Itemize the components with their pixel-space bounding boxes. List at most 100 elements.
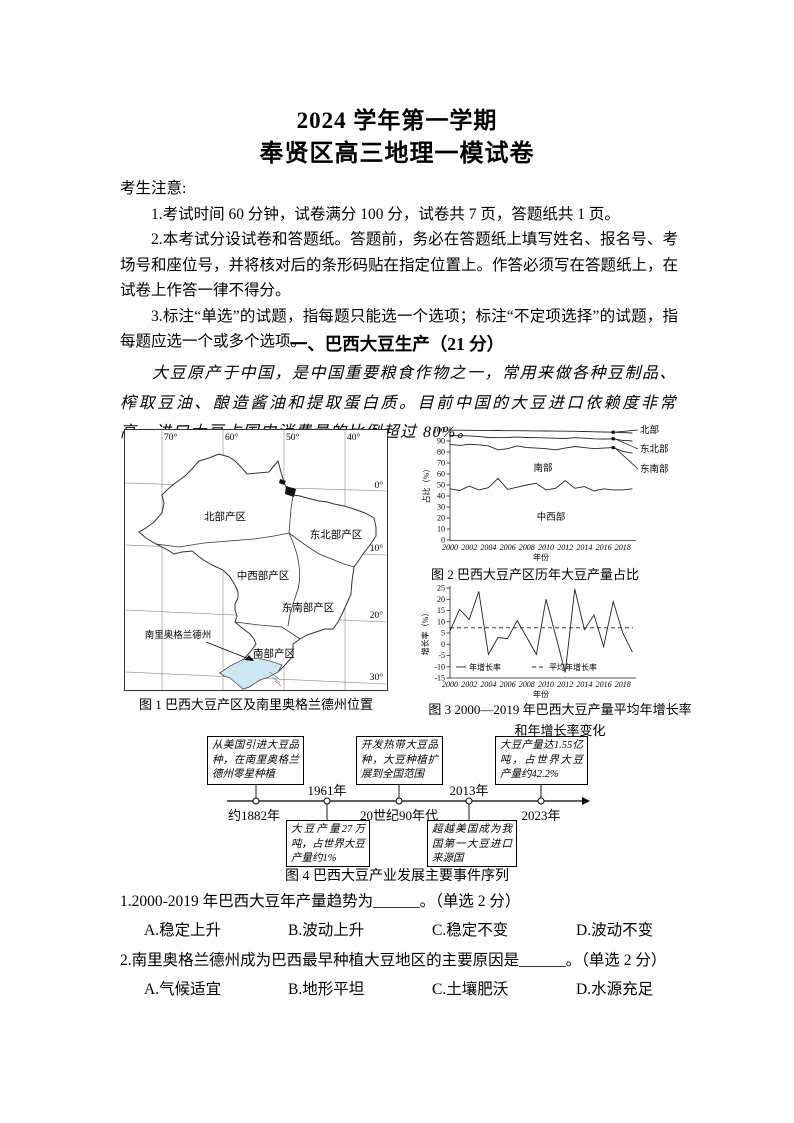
brazil-soybean-map: 70° 60° 50° 40° 0° 10° 20° 30° 北部产区 东北部产… bbox=[124, 429, 388, 691]
svg-text:5: 5 bbox=[441, 629, 445, 638]
svg-text:0: 0 bbox=[441, 640, 445, 649]
lon-label-40: 40° bbox=[347, 432, 361, 443]
svg-text:15: 15 bbox=[437, 606, 445, 615]
svg-text:10: 10 bbox=[437, 617, 445, 626]
svg-text:10: 10 bbox=[437, 525, 445, 534]
region-label-southeast: 东南部产区 bbox=[282, 601, 335, 614]
svg-text:60: 60 bbox=[437, 470, 445, 479]
lat-label-0: 0° bbox=[374, 480, 383, 491]
lon-label-50: 50° bbox=[286, 432, 300, 443]
svg-text:-5: -5 bbox=[438, 651, 445, 660]
figure3-caption: 图 3 2000—2019 年巴西大豆产量平均年增长率 和年增长率变化 bbox=[420, 699, 700, 741]
timeline-axis bbox=[227, 785, 590, 820]
svg-text:2018: 2018 bbox=[615, 680, 631, 689]
svg-text:25: 25 bbox=[437, 584, 445, 593]
svg-text:50: 50 bbox=[437, 481, 445, 490]
svg-text:2006: 2006 bbox=[500, 543, 516, 552]
svg-text:年份: 年份 bbox=[533, 689, 549, 699]
lon-label-70: 70° bbox=[164, 432, 178, 443]
lat-label-10: 10° bbox=[370, 543, 384, 554]
svg-text:30: 30 bbox=[437, 503, 445, 512]
timeline-event-2023: 大豆产量达1.55亿吨，占世界大豆产量约42.2% bbox=[495, 736, 588, 785]
question-1-option-c: C.稳定不变 bbox=[432, 922, 509, 939]
svg-text:中西部: 中西部 bbox=[537, 511, 566, 523]
svg-text:东北部: 东北部 bbox=[640, 443, 669, 455]
question-2-options: A.气候适宜 B.地形平坦 C.土壤肥沃 D.水源充足 bbox=[120, 979, 720, 1000]
svg-text:2014: 2014 bbox=[576, 680, 592, 689]
svg-text:20: 20 bbox=[437, 595, 445, 604]
svg-text:南部: 南部 bbox=[533, 462, 552, 474]
svg-text:2000: 2000 bbox=[442, 680, 458, 689]
svg-text:90: 90 bbox=[437, 437, 445, 446]
svg-text:2000: 2000 bbox=[442, 543, 458, 552]
svg-text:2006: 2006 bbox=[500, 680, 516, 689]
svg-text:增长率（%）: 增长率（%） bbox=[420, 609, 430, 656]
svg-text:2012: 2012 bbox=[557, 543, 573, 552]
candidate-notice: 考生注意: 1.考试时间 60 分钟，试卷满分 100 分，试卷共 7 页，答题… bbox=[120, 176, 678, 355]
timeline-figure: 从美国引进大豆品种，在南里奥格兰德州零星种植 开发热带大豆品种，大豆种植扩展到全… bbox=[170, 734, 640, 868]
region-label-northeast: 东北部产区 bbox=[310, 528, 363, 541]
state-annotation-label: 南里奥格兰德州 bbox=[145, 629, 212, 641]
figure2-caption: 图 2 巴西大豆产区历年大豆产量占比 bbox=[430, 567, 639, 582]
svg-text:2016: 2016 bbox=[596, 680, 612, 689]
timeline-year-2013: 2013年 bbox=[449, 783, 489, 798]
svg-text:2004: 2004 bbox=[480, 543, 496, 552]
lon-label-60: 60° bbox=[225, 432, 239, 443]
question-1-option-b: B.波动上升 bbox=[288, 922, 365, 939]
question-1: 1.2000-2019 年巴西大豆年产量趋势为______。（单选 2 分） A… bbox=[120, 891, 720, 941]
timeline-event-1961: 大豆产量27万吨，占世界大豆产量约1% bbox=[286, 820, 370, 867]
region-label-south: 南部产区 bbox=[253, 647, 295, 660]
svg-text:2010: 2010 bbox=[538, 680, 554, 689]
svg-text:年份: 年份 bbox=[533, 552, 549, 562]
svg-text:2008: 2008 bbox=[519, 680, 535, 689]
amazon-mouth-island bbox=[279, 479, 286, 485]
svg-text:平均年增长率: 平均年增长率 bbox=[549, 662, 597, 672]
figure1-caption: 图 1 巴西大豆产区及南里奥格兰德州位置 bbox=[138, 697, 373, 712]
intro-paragraph: 大豆原产于中国，是中国重要粮食作物之一，常用来做各种豆制品、榨取豆油、酿造酱油和… bbox=[120, 365, 678, 441]
question-2-option-b: B.地形平坦 bbox=[288, 981, 365, 998]
svg-text:80: 80 bbox=[437, 448, 445, 457]
marajo-island bbox=[285, 486, 296, 497]
question-1-option-a: A.稳定上升 bbox=[144, 922, 222, 939]
svg-text:2010: 2010 bbox=[538, 543, 554, 552]
svg-text:-10: -10 bbox=[434, 662, 445, 671]
notice-item-2: 2.本考试分设试卷和答题纸。答题前，务必在答题纸上填写姓名、报名号、考场号和座位… bbox=[120, 231, 679, 299]
svg-text:东南部: 东南部 bbox=[640, 463, 669, 475]
region-label-north: 北部产区 bbox=[204, 510, 246, 523]
region-boundaries bbox=[155, 494, 355, 640]
timeline-year-1961: 1961年 bbox=[307, 783, 347, 798]
notice-item-3: 3.标注“单选”的试题，指每题只能选一个选项；标注“不定项选择”的试题，指每题应… bbox=[120, 307, 678, 351]
timeline-event-1882: 从美国引进大豆品种，在南里奥格兰德州零星种植 bbox=[207, 736, 304, 785]
region-label-centralwest: 中西部产区 bbox=[237, 569, 290, 582]
lagoon-hatching bbox=[269, 671, 282, 687]
exam-subtitle: 奉贤区高三地理一模试卷 bbox=[259, 141, 535, 167]
timeline-year-1990s: 20世纪90年代 bbox=[359, 808, 438, 823]
page-title: 2024 学年第一学期 bbox=[296, 108, 498, 133]
svg-text:2012: 2012 bbox=[557, 680, 573, 689]
svg-text:2004: 2004 bbox=[480, 680, 496, 689]
question-2-option-a: A.气候适宜 bbox=[144, 981, 222, 998]
lat-label-30: 30° bbox=[370, 672, 384, 683]
svg-text:20: 20 bbox=[437, 514, 445, 523]
svg-text:100: 100 bbox=[433, 426, 445, 435]
svg-text:40: 40 bbox=[437, 492, 445, 501]
svg-text:占比（%）: 占比（%） bbox=[421, 465, 431, 504]
timeline-event-1990s: 开发热带大豆品种，大豆种植扩展到全国范围 bbox=[356, 736, 443, 785]
question-2-option-d: D.水源充足 bbox=[576, 981, 654, 998]
svg-text:0: 0 bbox=[441, 536, 445, 545]
notice-heading: 考生注意: bbox=[120, 180, 187, 197]
svg-text:2002: 2002 bbox=[461, 680, 477, 689]
svg-text:2016: 2016 bbox=[596, 543, 612, 552]
svg-text:北部: 北部 bbox=[640, 424, 659, 436]
svg-text:2002: 2002 bbox=[461, 543, 477, 552]
question-2: 2.南里奥格兰德州成为巴西最早种植大豆地区的主要原因是______。（单选 2 … bbox=[120, 950, 720, 1000]
timeline-event-2013: 超越美国成为我国第一大豆进口来源国 bbox=[427, 820, 517, 867]
svg-text:-15: -15 bbox=[434, 674, 445, 683]
figure3-caption-line1: 图 3 2000—2019 年巴西大豆产量平均年增长率 bbox=[428, 702, 692, 717]
svg-text:70: 70 bbox=[437, 459, 445, 468]
lat-label-20: 20° bbox=[370, 610, 384, 621]
section-heading: 一、巴西大豆生产（21 分） bbox=[289, 334, 505, 354]
question-1-option-d: D.波动不变 bbox=[576, 922, 654, 939]
